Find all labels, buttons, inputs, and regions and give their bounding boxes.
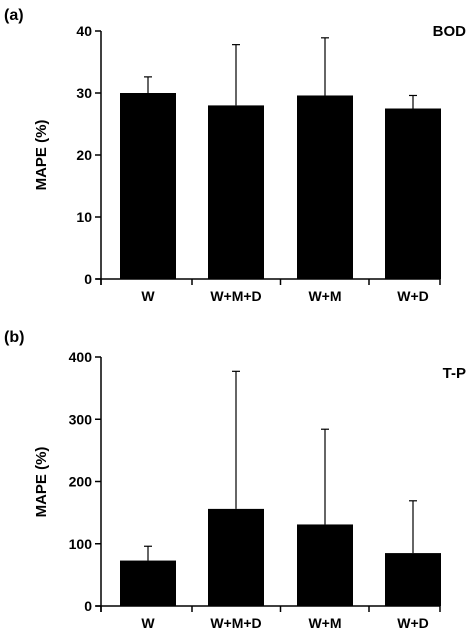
- x-tick-label-a-0: W: [141, 288, 155, 304]
- y-tick-label-a-0: 0: [84, 271, 92, 287]
- y-tick-label-b-3: 300: [69, 411, 93, 427]
- y-tick-label-b-2: 200: [69, 474, 93, 490]
- x-tick-label-a-1: W+M+D: [210, 288, 261, 304]
- x-tick-label-a-2: W+M: [308, 288, 341, 304]
- x-tick-label-b-2: W+M: [308, 615, 341, 631]
- y-axis-label-a: MAPE (%): [33, 120, 50, 191]
- chart-panel-a: (a) BOD MAPE (%) 0 10 20 30 40 W W+M+D W+M W+D: [4, 7, 466, 304]
- panel-label-b: (b): [4, 329, 24, 346]
- bar-b-1: [208, 508, 264, 606]
- bar-a-2: [297, 95, 353, 279]
- bars-b: W W+M+D W+M W+D: [120, 370, 441, 631]
- y-tick-label-a-3: 30: [76, 85, 92, 101]
- x-tick-label-a-3: W+D: [397, 288, 429, 304]
- x-tick-label-b-0: W: [141, 615, 155, 631]
- bar-b-2: [297, 524, 353, 606]
- x-tick-label-b-3: W+D: [397, 615, 429, 631]
- y-tick-label-b-0: 0: [84, 598, 92, 614]
- bar-b-3: [385, 553, 441, 606]
- x-tick-label-b-1: W+M+D: [210, 615, 261, 631]
- bar-b-0: [120, 560, 176, 606]
- bar-a-1: [208, 105, 264, 280]
- panel-label-a: (a): [4, 7, 24, 24]
- chart-title-b: T-P: [443, 365, 466, 382]
- y-tick-label-b-1: 100: [69, 536, 93, 552]
- bar-a-3: [385, 108, 441, 279]
- chart-panel-b: (b) T-P MAPE (%) 0 100 200 300 400 W W+M+D W+M…: [4, 329, 466, 631]
- y-tick-label-b-4: 400: [69, 349, 93, 365]
- bars-a: W W+M+D W+M W+D: [120, 37, 441, 304]
- chart-title-a: BOD: [433, 23, 467, 40]
- y-tick-label-a-4: 40: [76, 23, 92, 39]
- y-axis-label-b: MAPE (%): [33, 447, 50, 518]
- axes-b: 0 100 200 300 400: [69, 349, 441, 614]
- bar-a-0: [120, 93, 176, 279]
- y-tick-label-a-2: 20: [76, 147, 92, 163]
- y-tick-label-a-1: 10: [76, 209, 92, 225]
